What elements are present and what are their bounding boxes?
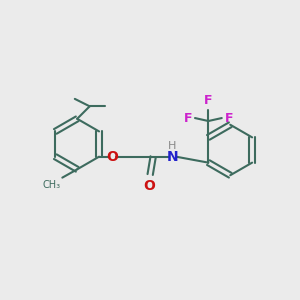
Text: O: O	[106, 150, 119, 164]
Text: F: F	[184, 112, 192, 124]
Text: F: F	[204, 94, 213, 107]
Text: CH₃: CH₃	[43, 180, 61, 190]
Text: F: F	[225, 112, 233, 124]
Text: N: N	[167, 150, 178, 164]
Text: H: H	[168, 141, 177, 151]
Text: O: O	[144, 179, 155, 193]
